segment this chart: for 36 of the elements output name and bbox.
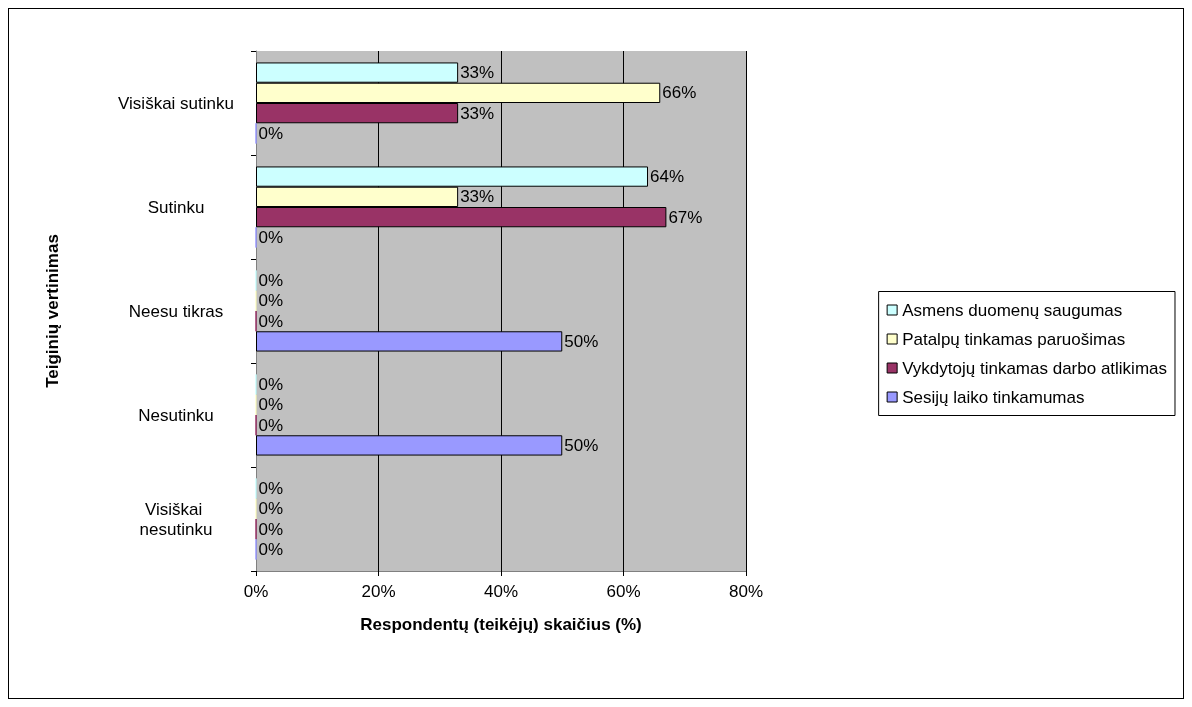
data-label: 0% — [258, 311, 284, 331]
x-tick-label: 0% — [243, 582, 269, 601]
data-label: 0% — [258, 227, 284, 247]
y-tick-label: Nesutinku — [138, 405, 214, 425]
data-label: 0% — [258, 375, 284, 395]
x-tick-label: 80% — [728, 582, 764, 601]
y-tick-label: Visiškai sutinku — [118, 93, 234, 113]
data-label: 0% — [258, 499, 284, 519]
data-label: 33% — [460, 63, 495, 83]
data-label: 0% — [258, 539, 284, 559]
y-tick-label: Sutinku — [147, 197, 205, 217]
data-label: 0% — [258, 291, 284, 311]
data-label: 0% — [258, 123, 284, 143]
data-label: 64% — [650, 167, 685, 187]
data-label: 33% — [460, 187, 495, 207]
y-axis-title: Teiginių vertinimas — [43, 234, 62, 388]
x-axis-title: Respondentų (teikėjų) skaičius (%) — [360, 615, 642, 634]
data-label: 50% — [564, 435, 599, 455]
data-label: 50% — [564, 331, 599, 351]
y-tick-label: Visiškai nesutinku — [139, 499, 213, 539]
x-tick-label: 40% — [483, 582, 519, 601]
data-label: 0% — [258, 519, 284, 539]
legend-label: Asmens duomenų saugumas — [902, 300, 1123, 320]
y-tick-label: Neesu tikras — [128, 301, 224, 321]
data-label: 33% — [460, 103, 495, 123]
legend-label: Patalpų tinkamas paruošimas — [902, 329, 1126, 349]
data-label: 67% — [668, 207, 703, 227]
x-tick-label: 20% — [361, 582, 396, 601]
data-label: 0% — [258, 271, 284, 291]
data-label: 66% — [662, 83, 697, 103]
data-label: 0% — [258, 395, 284, 415]
legend-label: Sesijų laiko tinkamumas — [902, 387, 1085, 407]
data-label: 0% — [258, 479, 284, 499]
x-tick-label: 60% — [606, 582, 641, 601]
data-label: 0% — [258, 415, 284, 435]
legend-label: Vykdytojų tinkamas darbo atlikimas — [902, 358, 1168, 378]
